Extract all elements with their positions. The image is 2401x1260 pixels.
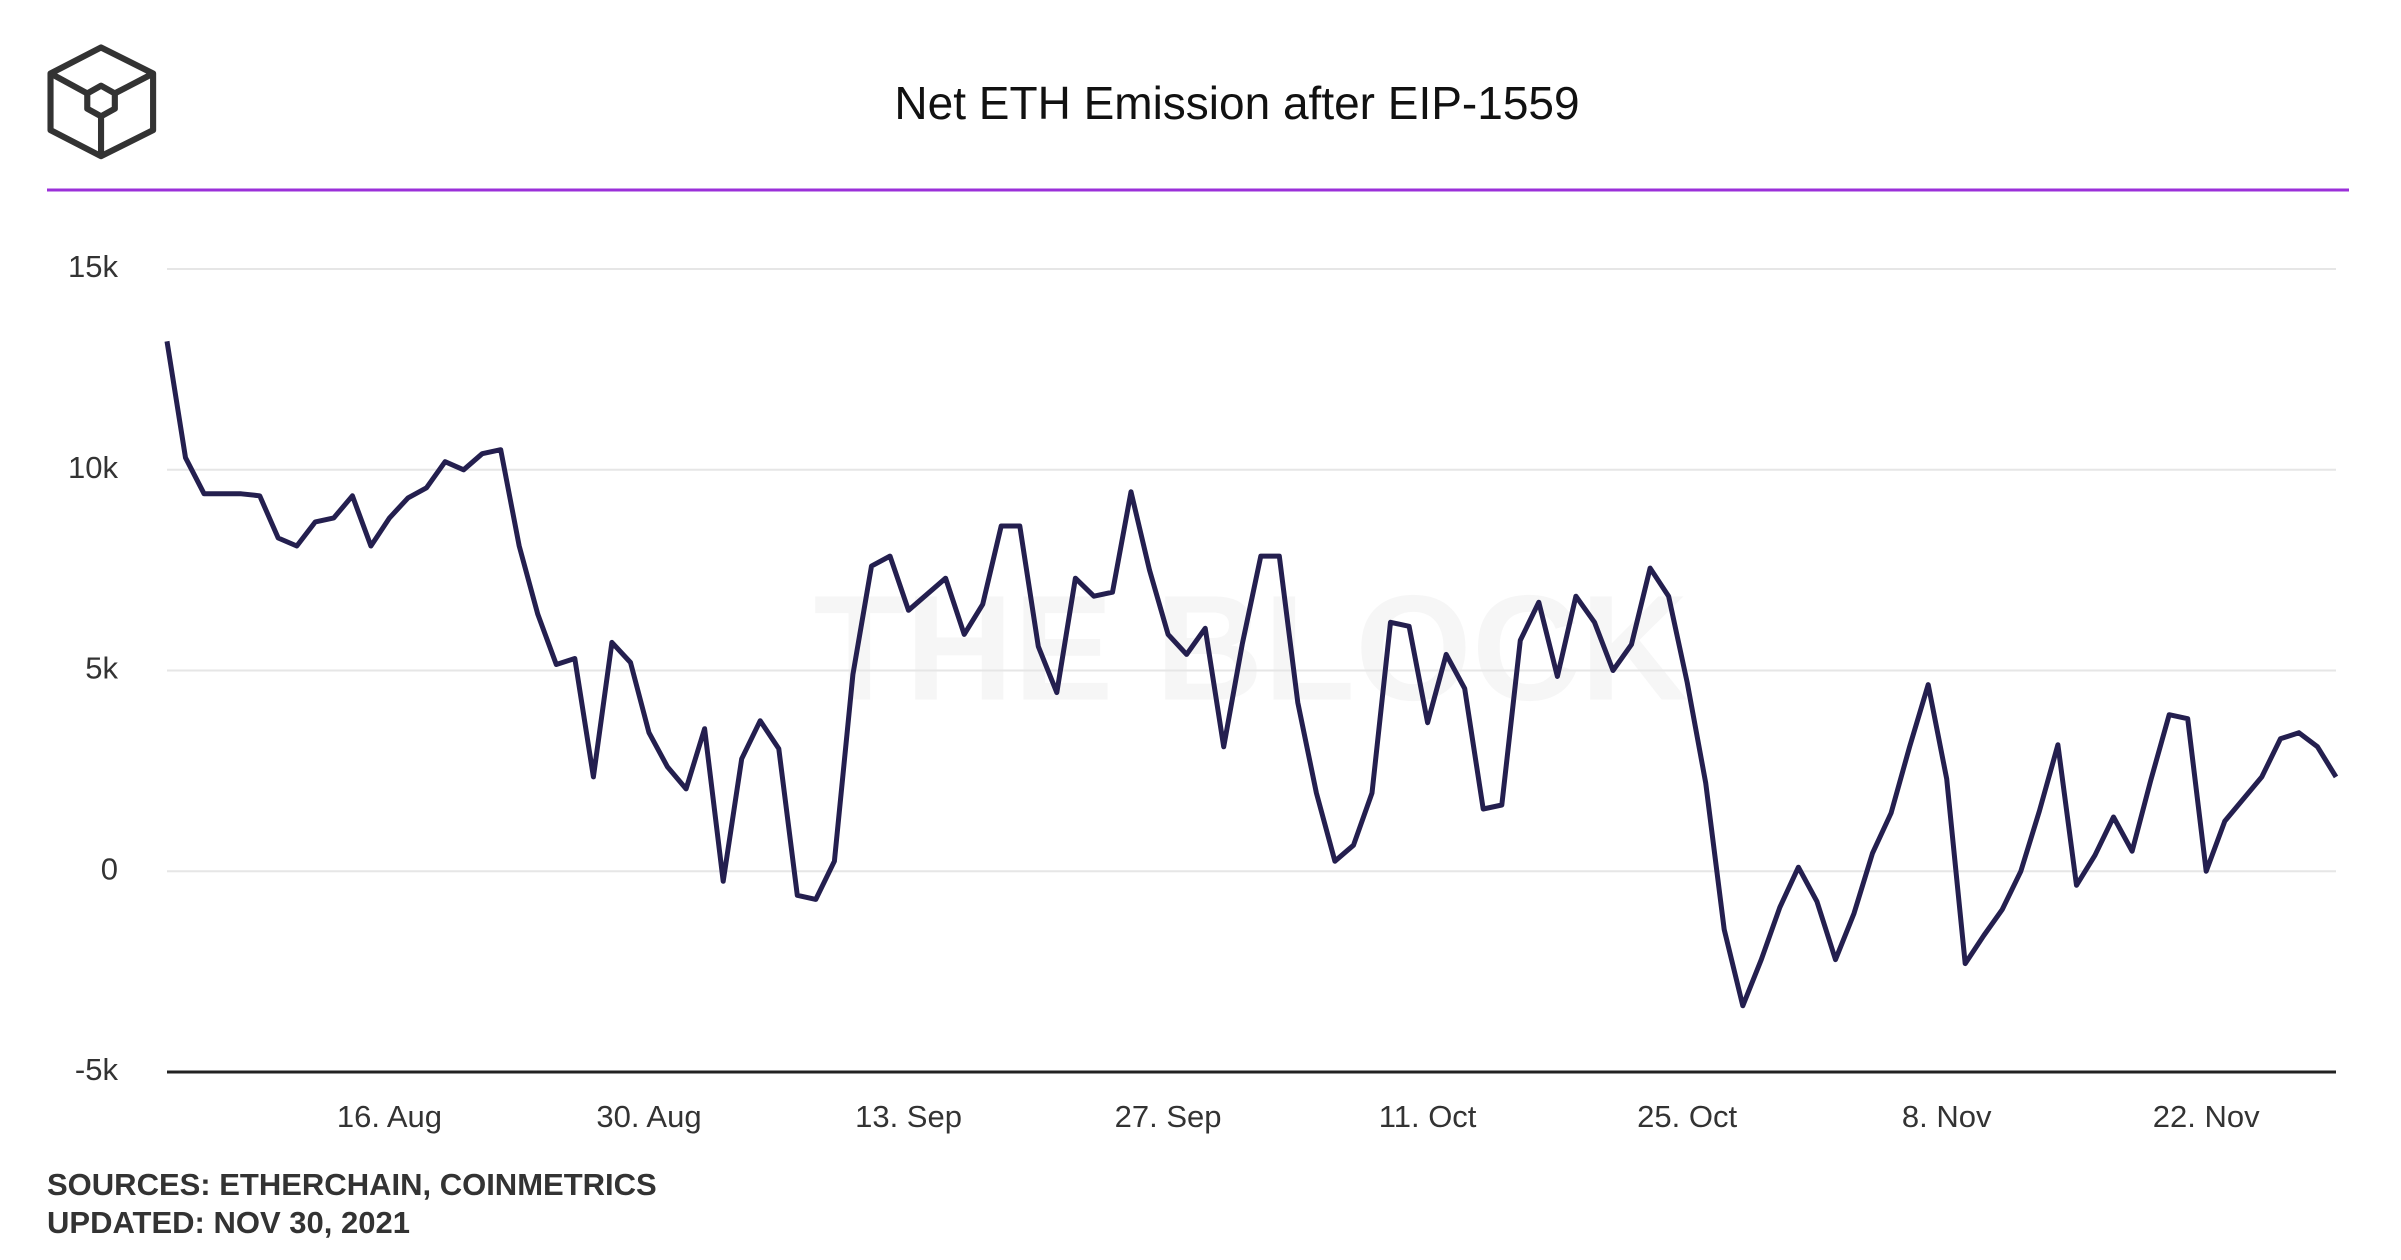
x-tick-label: 16. Aug (337, 1099, 442, 1134)
x-tick-label: 8. Nov (1902, 1099, 1992, 1134)
y-tick-label: -5k (75, 1052, 119, 1087)
x-tick-label: 13. Sep (855, 1099, 962, 1134)
y-tick-label: 0 (101, 851, 118, 886)
y-tick-label: 5k (85, 651, 118, 686)
logo (47, 44, 157, 160)
chart-title: Net ETH Emission after EIP-1559 (894, 77, 1579, 129)
x-tick-label: 30. Aug (596, 1099, 701, 1134)
line (164, 340, 2339, 1009)
x-tick-label: 27. Sep (1115, 1099, 1222, 1134)
y-tick-label: 15k (68, 249, 118, 284)
sources: SOURCES: ETHERCHAIN, COINMETRICS (47, 1167, 657, 1202)
x-tick-label: 11. Oct (1379, 1099, 1477, 1134)
updated: UPDATED: NOV 30, 2021 (47, 1205, 410, 1240)
watermark: THE BLOCK (814, 564, 1689, 732)
y-tick-label: 10k (68, 450, 118, 485)
x-tick-label: 22. Nov (2153, 1099, 2260, 1134)
x-tick-label: 25. Oct (1637, 1099, 1737, 1134)
